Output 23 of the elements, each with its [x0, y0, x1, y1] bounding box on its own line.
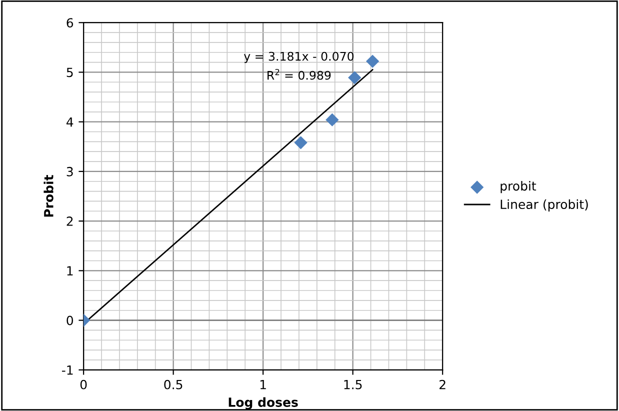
- point: [326, 113, 339, 126]
- y-tick-label: 5: [66, 68, 73, 78]
- legend-label: Linear (probit): [500, 199, 588, 212]
- x-tick-label: 0: [80, 380, 87, 390]
- x-tick-label: 2: [440, 380, 446, 390]
- y-tick-label: 0: [66, 316, 74, 326]
- annotation: R$^{2}$ = 0.989: [268, 68, 331, 80]
- legend-label: probit: [500, 181, 536, 194]
- x-tick-label: 1: [260, 380, 266, 390]
- y-tick-label: 4: [66, 117, 74, 127]
- y-tick-label: 1: [67, 266, 73, 276]
- y-tick-label: -1: [62, 366, 73, 375]
- y-axis-title: Probit: [44, 174, 54, 217]
- x-tick-label: 1.5: [344, 380, 362, 390]
- point: [366, 54, 380, 68]
- point: [294, 136, 308, 150]
- annotation: y = 3.181x - 0.070: [244, 52, 354, 64]
- point: [348, 71, 362, 84]
- x-axis-title: Log doses: [228, 397, 298, 410]
- y-tick-label: 3: [66, 166, 73, 176]
- y-tick-label: 2: [66, 216, 73, 226]
- y-tick-label: 6: [66, 18, 74, 28]
- x-tick-label: 0.5: [164, 380, 182, 390]
